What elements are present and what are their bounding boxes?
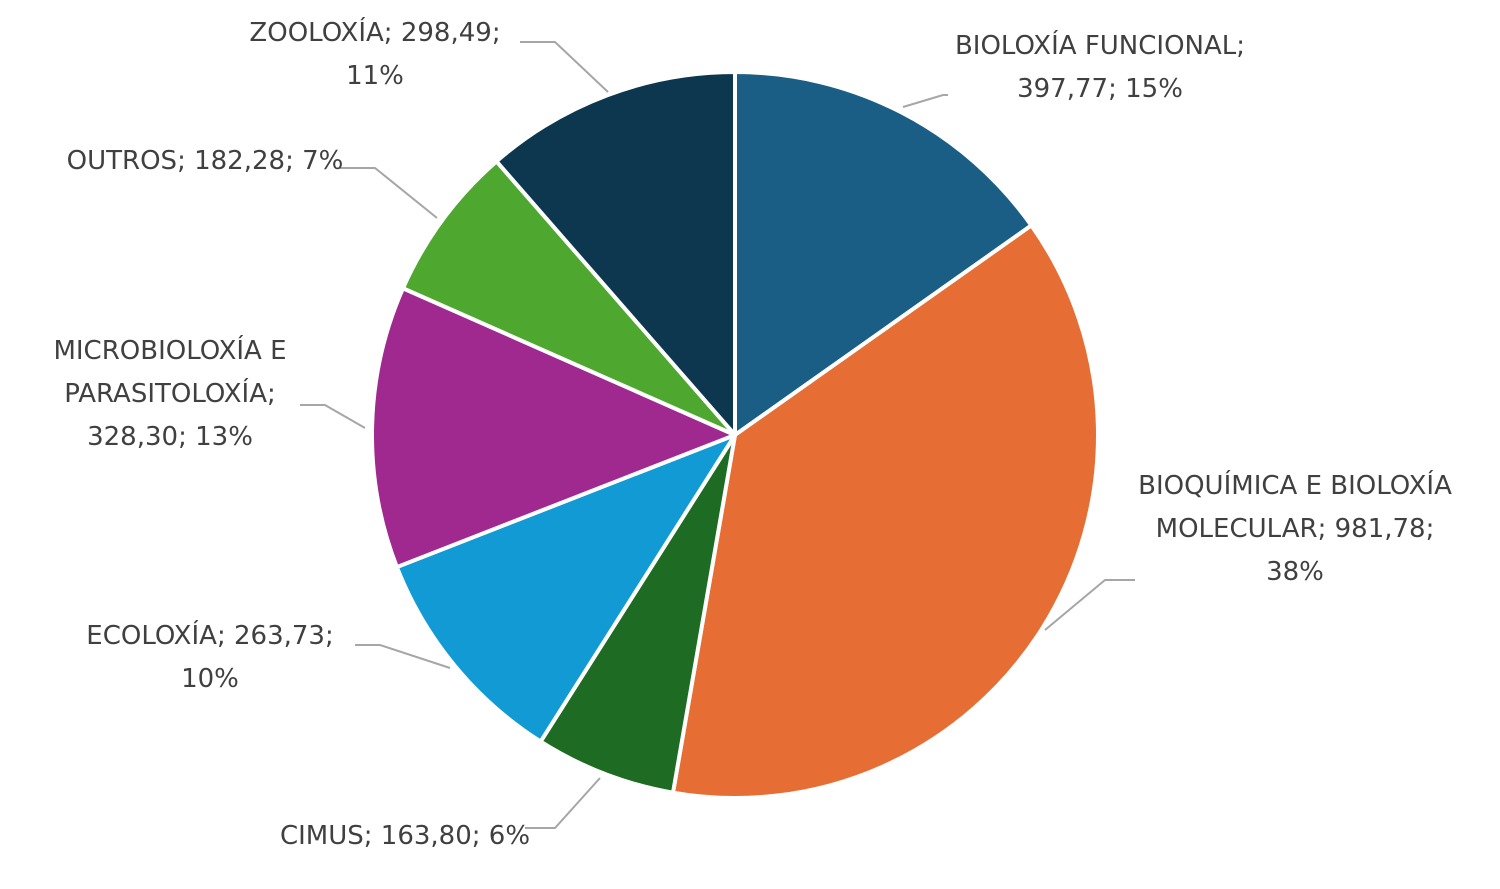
data-label: BIOQUÍMICA E BIOLOXÍA MOLECULAR; 981,78;… [1130,465,1460,594]
percent-label: 7% [302,146,344,176]
percent-label: 6% [488,821,531,851]
leader-line [902,94,948,108]
value-label: 298,49 [400,18,492,48]
category-name: ECOLOXÍA [86,621,217,651]
category-name: CIMUS [279,821,364,851]
separator: ; [471,821,481,851]
leader-line [340,167,438,219]
pie-slice [670,223,1100,800]
category-name: BIOQUÍMICA E BIOLOXÍA MOLECULAR [1138,471,1452,544]
leader-line [525,777,601,829]
pie-slice [394,433,737,744]
data-label: ZOOLOXÍA; 298,49; 11% [225,12,525,98]
data-label: OUTROS; 182,28; 7% [65,140,345,183]
value-label: 397,77 [1017,74,1109,104]
separator: ; [178,422,187,452]
percent-label: 11% [346,61,404,91]
data-label: MICROBIOLOXÍA E PARASITOLOXÍA; 328,30; 1… [25,330,315,459]
pie-slice [538,433,737,795]
separator: ; [285,146,294,176]
separator: ; [1425,514,1435,544]
separator: ; [363,821,373,851]
data-label: CIMUS; 163,80; 6% [275,815,535,858]
percent-label: 13% [195,422,253,452]
pie-slice [370,286,737,570]
value-label: 263,73 [233,621,325,651]
separator: ; [491,18,501,48]
value-label: 182,28 [194,146,286,176]
leader-line [300,404,366,429]
separator: ; [1236,31,1246,61]
leader-line [520,41,609,93]
separator: ; [266,379,276,409]
percent-label: 15% [1125,74,1183,104]
percent-label: 38% [1266,557,1324,587]
pie-slice [733,70,1034,437]
separator: ; [324,621,334,651]
value-label: 328,30 [87,422,179,452]
pie-slice [400,159,737,437]
category-name: MICROBIOLOXÍA E PARASITOLOXÍA [53,336,287,409]
separator: ; [1108,74,1117,104]
pie-slice [494,70,737,437]
category-name: ZOOLOXÍA [249,18,384,48]
category-name: BIOLOXÍA FUNCIONAL [954,31,1237,61]
value-label: 981,78 [1334,514,1426,544]
data-label: ECOLOXÍA; 263,73; 10% [60,615,360,701]
category-name: OUTROS [66,146,178,176]
separator: ; [1317,514,1327,544]
separator: ; [177,146,186,176]
leader-line [355,644,451,669]
leader-line [1044,579,1135,631]
separator: ; [383,18,393,48]
percent-label: 10% [181,664,239,694]
separator: ; [216,621,226,651]
data-label: BIOLOXÍA FUNCIONAL; 397,77; 15% [935,25,1265,111]
value-label: 163,80 [380,821,472,851]
